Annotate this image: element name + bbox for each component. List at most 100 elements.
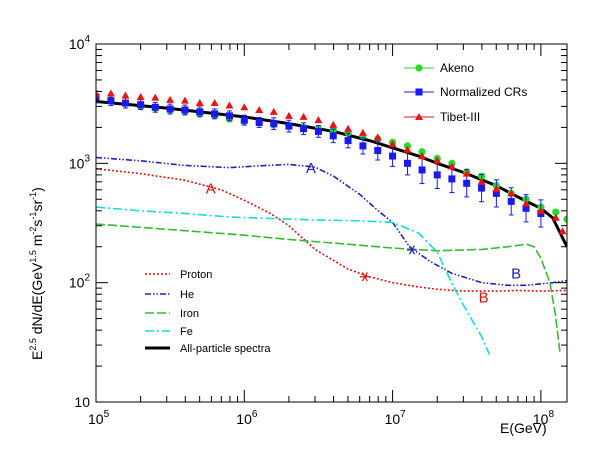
y-label-close: ) [29, 187, 45, 192]
y-tick-base: 10 [69, 155, 85, 171]
legend-entry-all-particle: All-particle spectra [145, 343, 271, 355]
legend-tibet-marker [415, 113, 423, 120]
data-point-normalized-crs [448, 175, 456, 183]
data-point-tibet-iii [536, 206, 545, 214]
legend-normalized-marker [415, 88, 423, 96]
data-point-akeno [552, 208, 560, 216]
series-line-proton [96, 167, 567, 292]
x-tick-label: 108 [533, 409, 555, 427]
star-marker [406, 245, 417, 255]
data-point-normalized-crs [433, 171, 441, 179]
data-point-normalized-crs [240, 116, 248, 124]
y-tick-exp: 4 [84, 34, 90, 45]
annotation-label: B [479, 290, 489, 307]
data-point-tibet-iii [299, 112, 308, 120]
y-tick-exp: 2 [84, 273, 90, 284]
data-point-tibet-iii [447, 162, 456, 170]
y-label-m: m [29, 235, 45, 251]
data-point-tibet-iii [314, 116, 323, 124]
data-point-tibet-iii [551, 213, 560, 221]
x-axis-label: E(GeV) [500, 420, 547, 436]
legend-tibet-label: Tibet-III [440, 110, 480, 124]
data-point-tibet-iii [151, 93, 160, 101]
data-point-normalized-crs [107, 97, 115, 105]
data-point-normalized-crs [478, 184, 486, 192]
legend-lines: Proton He Iron Fe All-particle spectra [145, 269, 271, 355]
data-point-normalized-crs [344, 137, 352, 145]
legend-entry-normalized-crs: Normalized CRs [404, 85, 527, 99]
legend-markers: Akeno Normalized CRs Tibet-III [404, 61, 527, 124]
data-point-tibet-iii [477, 177, 486, 185]
x-tick-base: 10 [385, 411, 401, 427]
data-point-normalized-crs [418, 166, 426, 174]
legend-entry-he: He [145, 289, 194, 301]
data-point-normalized-crs [181, 106, 189, 114]
y-tick-base: 10 [69, 275, 85, 291]
y-label-exp-5: -1 [28, 192, 38, 200]
data-point-tibet-iii [558, 227, 567, 235]
x-tick-exp: 5 [104, 409, 110, 420]
data-point-normalized-crs [225, 112, 233, 120]
x-tick-label: 107 [385, 409, 407, 427]
legend-proton-label: Proton [180, 269, 212, 281]
data-point-tibet-iii [329, 120, 338, 128]
legend-entry-fe: Fe [145, 326, 193, 338]
legend-entry-tibet: Tibet-III [404, 110, 480, 124]
annotation-label: A [306, 160, 316, 177]
x-tick-label: 105 [88, 409, 110, 427]
data-point-normalized-crs [463, 179, 471, 187]
x-tick-base: 10 [88, 411, 104, 427]
data-point-tibet-iii [180, 96, 189, 104]
legend-akeno-marker [415, 64, 423, 72]
y-tick-label: 104 [69, 34, 91, 52]
y-label-exp-2: 1.5 [28, 250, 38, 263]
data-point-normalized-crs [359, 142, 367, 150]
data-point-tibet-iii [373, 133, 382, 141]
legend-iron-label: Iron [180, 308, 199, 320]
data-point-normalized-crs [166, 105, 174, 113]
data-point-normalized-crs [255, 118, 263, 126]
y-label-exp-1: 2.5 [28, 338, 38, 351]
plot-frame [95, 43, 568, 403]
y-label-s: s [29, 220, 45, 227]
data-point-normalized-crs [374, 147, 382, 155]
data-point-normalized-crs [492, 189, 500, 197]
data-point-tibet-iii [225, 101, 234, 109]
data-point-tibet-iii [284, 111, 293, 119]
data-point-normalized-crs [300, 125, 308, 133]
x-tick-exp: 7 [400, 409, 406, 420]
series-tibet-iii [96, 89, 567, 235]
data-point-tibet-iii [240, 103, 249, 111]
data-point-normalized-crs [507, 197, 515, 205]
legend-entry-akeno: Akeno [404, 61, 474, 75]
series-line-fe [96, 206, 491, 355]
data-point-tibet-iii [195, 99, 204, 107]
x-tick-exp: 6 [252, 409, 258, 420]
annotation-label: B [511, 266, 521, 283]
y-tick-label: 102 [69, 273, 91, 291]
x-tick-base: 10 [533, 411, 549, 427]
data-point-akeno [418, 148, 426, 156]
data-point-tibet-iii [507, 189, 516, 197]
data-point-normalized-crs [389, 152, 397, 160]
data-point-tibet-iii [462, 169, 471, 177]
y-label-sr: sr [29, 200, 45, 212]
legend-akeno-label: Akeno [440, 61, 474, 75]
y-label-base: E [29, 351, 45, 360]
star-marker [359, 272, 370, 282]
y-label-mid: dN/dE(GeV [29, 262, 45, 338]
data-point-tibet-iii [166, 95, 175, 103]
star-marker-stroke [361, 272, 368, 282]
data-point-tibet-iii [136, 92, 145, 100]
legend-fe-label: Fe [180, 326, 193, 338]
annotation-label: A [206, 180, 216, 197]
data-point-tibet-iii [255, 105, 264, 113]
data-point-normalized-crs [403, 159, 411, 167]
y-tick-label: 10 [74, 394, 90, 410]
data-point-tibet-iii [106, 89, 115, 97]
x-tick-base: 10 [236, 411, 252, 427]
y-tick-base: 10 [74, 394, 90, 410]
data-point-tibet-iii [344, 124, 353, 132]
